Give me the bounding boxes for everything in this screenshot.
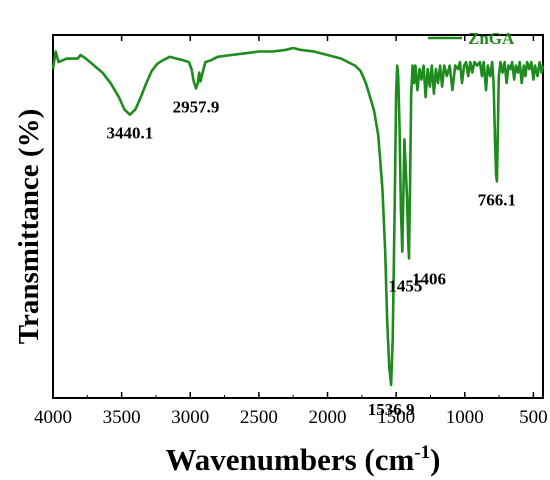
- plot-frame: [52, 34, 544, 399]
- peak-label: 3440.1: [106, 124, 153, 143]
- peak-label: 1455: [388, 277, 422, 296]
- legend: ZnGA: [428, 29, 515, 48]
- peak-label: 1406: [412, 270, 446, 289]
- x-tick-label: 4000: [34, 407, 72, 428]
- peak-label: 1536.9: [368, 400, 415, 419]
- x-tick-label: 3500: [103, 407, 141, 428]
- legend-label: ZnGA: [468, 29, 515, 48]
- series-line-znga: [51, 46, 545, 387]
- y-axis-title: Transmittance (%): [13, 109, 45, 344]
- x-axis-title: Wavenumbers (cm-1): [166, 442, 441, 477]
- x-tick-label: 3000: [171, 407, 209, 428]
- x-tick-label: 500: [519, 407, 548, 428]
- x-tick-label: 2000: [309, 407, 347, 428]
- series-layer: [51, 46, 545, 387]
- plot-border: [52, 34, 544, 399]
- x-tick-label: 1000: [446, 407, 484, 428]
- x-ticks: 4000 3500 3000 2500 2000 1500 1000 500: [34, 35, 548, 428]
- x-tick-label: 2500: [240, 407, 278, 428]
- peak-label: 2957.9: [173, 97, 220, 116]
- x-tick-label: 1500: [377, 407, 415, 428]
- peak-label: 766.1: [478, 190, 516, 209]
